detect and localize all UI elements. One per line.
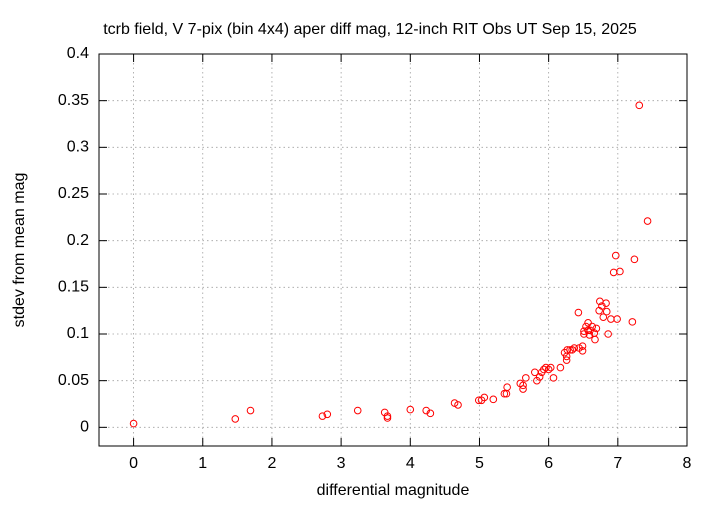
data-point (129, 419, 138, 428)
data-point (563, 346, 572, 354)
y-tick-label: 0.35 (58, 92, 89, 109)
data-point (599, 313, 608, 322)
data-point (584, 319, 592, 327)
data-point (318, 412, 327, 420)
data-point (454, 401, 462, 409)
data-point (556, 363, 565, 372)
y-tick-label: 0 (80, 419, 89, 436)
y-tick-label: 0.4 (67, 45, 89, 62)
x-tick-label: 4 (406, 455, 415, 472)
data-point (562, 356, 571, 364)
data-point (585, 331, 594, 339)
data-point (546, 363, 555, 372)
data-point (609, 268, 618, 277)
x-tick-label: 8 (683, 455, 692, 472)
data-point (549, 374, 558, 382)
data-point (353, 406, 362, 415)
y-axis-label: stdev from mean mag (11, 173, 28, 328)
data-point (602, 307, 611, 316)
data-point (500, 389, 509, 398)
data-point (544, 365, 553, 374)
data-point (574, 308, 583, 317)
data-point (519, 381, 527, 390)
x-tick-label: 2 (267, 455, 276, 472)
data-point (570, 344, 579, 352)
data-point (540, 365, 548, 374)
data-point (628, 318, 637, 326)
data-point (480, 393, 489, 402)
data-point (568, 346, 576, 354)
data-point (578, 342, 587, 350)
data-point (635, 101, 644, 110)
x-tick-label: 0 (129, 455, 138, 472)
data-point (535, 373, 544, 381)
y-tick-label: 0.2 (67, 232, 89, 249)
data-point (426, 409, 435, 418)
y-tick-label: 0.25 (58, 185, 89, 202)
data-point (489, 395, 498, 404)
data-point (604, 330, 612, 338)
data-point (580, 330, 588, 338)
data-point (616, 267, 624, 276)
data-point (519, 385, 527, 393)
data-point (503, 383, 511, 392)
data-point (607, 315, 615, 323)
y-tick-label: 0.1 (67, 325, 89, 342)
data-point (566, 346, 574, 354)
x-axis-label: differential magnitude (317, 482, 470, 499)
data-point (643, 217, 652, 225)
x-tick-label: 5 (475, 455, 484, 472)
data-point (522, 374, 530, 382)
data-point (584, 326, 592, 335)
plot-frame (98, 53, 688, 447)
data-point (323, 410, 332, 419)
x-tick-label: 3 (337, 455, 346, 472)
y-tick-label: 0.15 (58, 279, 89, 296)
data-point (630, 255, 639, 264)
data-point (591, 335, 599, 344)
x-tick-label: 1 (198, 455, 207, 472)
data-point (246, 406, 255, 415)
chart-title: tcrb field, V 7-pix (bin 4x4) aper diff … (103, 21, 637, 38)
y-tick-label: 0.05 (58, 372, 89, 389)
data-point (611, 251, 620, 260)
data-point (602, 299, 610, 308)
data-point (383, 414, 392, 422)
x-tick-label: 7 (613, 455, 622, 472)
y-tick-label: 0.3 (67, 139, 89, 156)
data-point (231, 415, 240, 423)
data-point (578, 347, 587, 355)
data-point (613, 315, 621, 323)
data-point (406, 405, 415, 414)
x-tick-label: 6 (544, 455, 553, 472)
data-point (592, 324, 601, 333)
data-point (588, 322, 597, 331)
